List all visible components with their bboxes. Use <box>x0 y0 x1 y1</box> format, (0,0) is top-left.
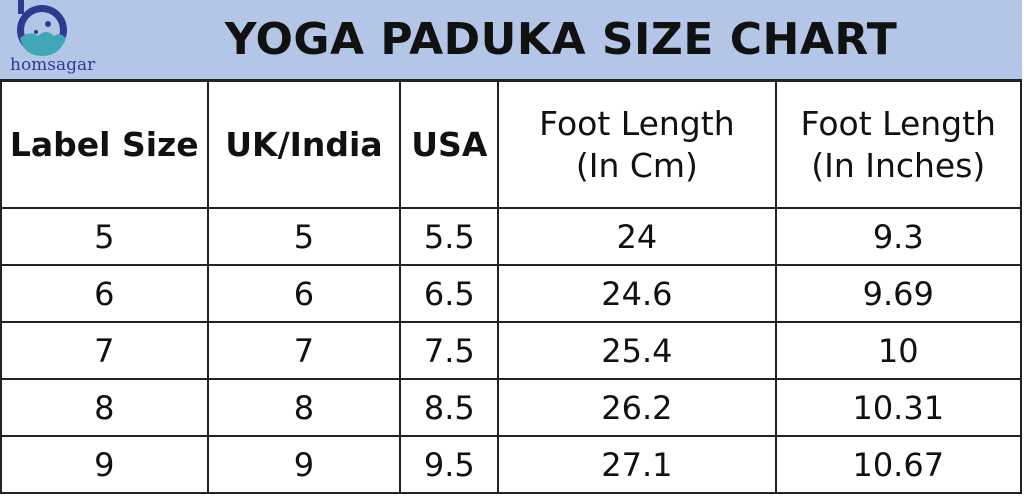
header-line: Foot Length <box>539 103 735 143</box>
table-cell: 8 <box>206 378 402 437</box>
header-line: (In Cm) <box>575 145 698 185</box>
table-cell: 9.69 <box>774 264 1023 323</box>
table-cell: 10.67 <box>774 435 1023 494</box>
header-line: UK/India <box>225 124 383 164</box>
table-cell: 8.5 <box>399 378 500 437</box>
table-cell: 9 <box>0 435 209 494</box>
page-title: YOGA PADUKA SIZE CHART <box>224 14 898 65</box>
header-line: Foot Length <box>800 103 996 143</box>
table-cell: 7.5 <box>399 321 500 380</box>
table-cell: 5 <box>206 207 402 266</box>
table-cell: 9 <box>206 435 402 494</box>
table-row: 6 6 6.5 24.6 9.69 <box>0 264 1023 323</box>
table-cell: 6.5 <box>399 264 500 323</box>
table-cell: 27.1 <box>497 435 777 494</box>
column-header: Label Size <box>0 80 209 209</box>
header-line: Label Size <box>9 124 199 164</box>
column-header: Foot Length (In Cm) <box>497 80 777 209</box>
table-cell: 6 <box>206 264 402 323</box>
table-cell: 9.5 <box>399 435 500 494</box>
table-cell: 24 <box>497 207 777 266</box>
size-chart-table: Label Size UK/India USA Foot Length (In Cm) F… <box>0 80 1023 494</box>
column-header: USA <box>399 80 500 209</box>
logo-text: homsagar <box>10 55 96 75</box>
table-row: 7 7 7.5 25.4 10 <box>0 321 1023 380</box>
title-banner: homsagar YOGA PADUKA SIZE CHART <box>0 0 1022 81</box>
table-cell: 5.5 <box>399 207 500 266</box>
table-cell: 7 <box>0 321 209 380</box>
header-line: (In Inches) <box>811 145 986 185</box>
table-cell: 25.4 <box>497 321 777 380</box>
table-cell: 7 <box>206 321 402 380</box>
homsagar-logo: homsagar <box>8 0 96 82</box>
table-cell: 10 <box>774 321 1023 380</box>
table-cell: 5 <box>0 207 209 266</box>
table-cell: 8 <box>0 378 209 437</box>
column-header: UK/India <box>206 80 402 209</box>
table-cell: 24.6 <box>497 264 777 323</box>
table-cell: 6 <box>0 264 209 323</box>
table-cell: 26.2 <box>497 378 777 437</box>
table-row: 8 8 8.5 26.2 10.31 <box>0 378 1023 437</box>
header-line: USA <box>411 124 488 164</box>
table-cell: 10.31 <box>774 378 1023 437</box>
table-row: 9 9 9.5 27.1 10.67 <box>0 435 1023 494</box>
table-cell: 9.3 <box>774 207 1023 266</box>
header-row: Label Size UK/India USA Foot Length (In Cm) F… <box>0 80 1023 209</box>
column-header: Foot Length (In Inches) <box>774 80 1023 209</box>
table-row: 5 5 5.5 24 9.3 <box>0 207 1023 266</box>
